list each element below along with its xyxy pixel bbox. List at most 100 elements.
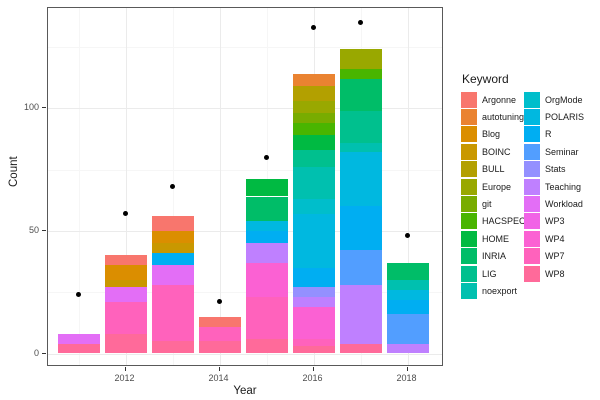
bar-segment-git xyxy=(292,113,335,123)
y-gridline-major xyxy=(48,230,442,232)
data-point xyxy=(405,233,410,239)
bar-segment-wp7 xyxy=(151,284,194,342)
x-tick-mark xyxy=(312,367,314,371)
bar-segment-wp4 xyxy=(292,306,335,339)
legend-item: WP8 xyxy=(524,265,599,282)
bar-segment-teaching xyxy=(292,297,335,307)
legend-item-label: git xyxy=(482,199,492,210)
legend-swatch xyxy=(461,109,477,126)
legend-item: WP7 xyxy=(524,248,599,265)
bar-segment-inria xyxy=(386,262,429,280)
bar-segment-inria xyxy=(339,78,382,111)
bar-segment-seminar xyxy=(386,314,429,344)
bar-segment-wp7 xyxy=(104,301,147,334)
bar-segment-argonne xyxy=(104,255,147,266)
bar-segment-blog xyxy=(104,265,147,280)
data-point xyxy=(217,299,222,305)
bar-segment-teaching xyxy=(339,284,382,344)
legend-item-label: WP7 xyxy=(545,251,565,262)
y-gridline-minor xyxy=(48,46,442,48)
legend-item: noexport xyxy=(461,282,524,299)
bar-segment-wp7 xyxy=(245,297,288,339)
bar-segment-workload xyxy=(151,265,194,285)
legend-swatch xyxy=(461,196,477,213)
bar-segment-wp4 xyxy=(245,262,288,298)
legend-item-label: Argonne xyxy=(482,94,517,105)
bar-segment-wp8 xyxy=(198,341,241,354)
bar-segment-r xyxy=(245,230,288,244)
legend-item: LIG xyxy=(461,265,524,282)
legend-item: git xyxy=(461,195,524,213)
legend-item-label: Europe xyxy=(482,181,512,192)
legend: Keyword Argonne autotuning Blog BOINC BULL Eu… xyxy=(461,72,599,300)
data-point xyxy=(76,292,81,298)
legend-swatch xyxy=(461,143,477,160)
legend-swatch xyxy=(524,265,540,282)
legend-item: Seminar xyxy=(524,143,599,160)
x-tick-mark xyxy=(406,367,408,371)
legend-swatch xyxy=(461,248,477,265)
data-point xyxy=(358,19,363,25)
legend-item-label: POLARIS xyxy=(545,112,585,123)
bar-segment-r xyxy=(151,252,194,266)
legend-swatch xyxy=(524,109,540,126)
bar-segment-boinc xyxy=(104,279,147,288)
y-tick-label: 50 xyxy=(28,224,39,235)
x-axis-title: Year xyxy=(233,385,257,397)
bar-segment-noexport xyxy=(339,142,382,153)
data-point xyxy=(123,211,128,217)
legend-swatch xyxy=(461,178,477,195)
legend-item-label: BULL xyxy=(482,164,505,175)
legend-item: HOME xyxy=(461,230,524,247)
x-tick-label: 2012 xyxy=(114,373,135,383)
bar-segment-wp7 xyxy=(198,326,241,342)
legend-item-label: WP8 xyxy=(545,268,565,279)
bar-segment-home xyxy=(292,135,335,150)
bar-segment-inria xyxy=(245,196,288,222)
legend-swatch xyxy=(461,91,477,108)
legend-swatch xyxy=(461,230,477,247)
legend-item: autotuning xyxy=(461,108,524,126)
legend-item-label: WP3 xyxy=(545,216,565,227)
bar-segment-noexport xyxy=(386,279,429,290)
bar-segment-seminar xyxy=(339,250,382,285)
legend-item: BULL xyxy=(461,161,524,178)
legend-item-label: Seminar xyxy=(545,146,579,157)
bar-segment-hacspecis xyxy=(292,122,335,136)
legend-item-label: HACSPECIS xyxy=(482,216,535,227)
legend-swatch xyxy=(524,213,540,230)
legend-swatch xyxy=(524,248,540,265)
legend-swatch xyxy=(524,161,540,178)
data-point xyxy=(311,24,316,30)
legend-item: Workload xyxy=(524,195,599,213)
bar-segment-argonne xyxy=(198,316,241,327)
bar-segment-stats xyxy=(292,287,335,298)
y-axis-title: Count xyxy=(8,156,20,187)
x-tick-label: 2016 xyxy=(302,373,323,383)
legend-item-label: OrgMode xyxy=(545,94,583,105)
legend-item-label: BOINC xyxy=(482,146,511,157)
x-tick-mark xyxy=(218,367,220,371)
x-gridline-major xyxy=(219,8,221,365)
bar-segment-r xyxy=(292,267,335,288)
legend-item-label: LIG xyxy=(482,268,497,279)
y-gridline-minor xyxy=(48,169,442,171)
legend-item-label: INRIA xyxy=(482,251,507,262)
bar-segment-wp8 xyxy=(339,343,382,354)
bar-segment-polaris xyxy=(245,221,288,231)
legend-item-label: R xyxy=(545,129,552,140)
x-gridline-major xyxy=(125,8,127,365)
bar-segment-lig xyxy=(339,110,382,143)
legend-swatch xyxy=(461,282,477,299)
legend-item: Blog xyxy=(461,126,524,143)
bar-segment-wp7 xyxy=(292,338,335,347)
bar-segment-wp8 xyxy=(245,338,288,354)
legend-item-label: Blog xyxy=(482,129,501,140)
y-tick-mark xyxy=(42,229,46,231)
legend-item: OrgMode xyxy=(524,91,599,108)
legend-item: Stats xyxy=(524,161,599,178)
legend-item: R xyxy=(524,126,599,143)
data-point xyxy=(264,154,269,160)
x-tick-label: 2014 xyxy=(208,373,229,383)
